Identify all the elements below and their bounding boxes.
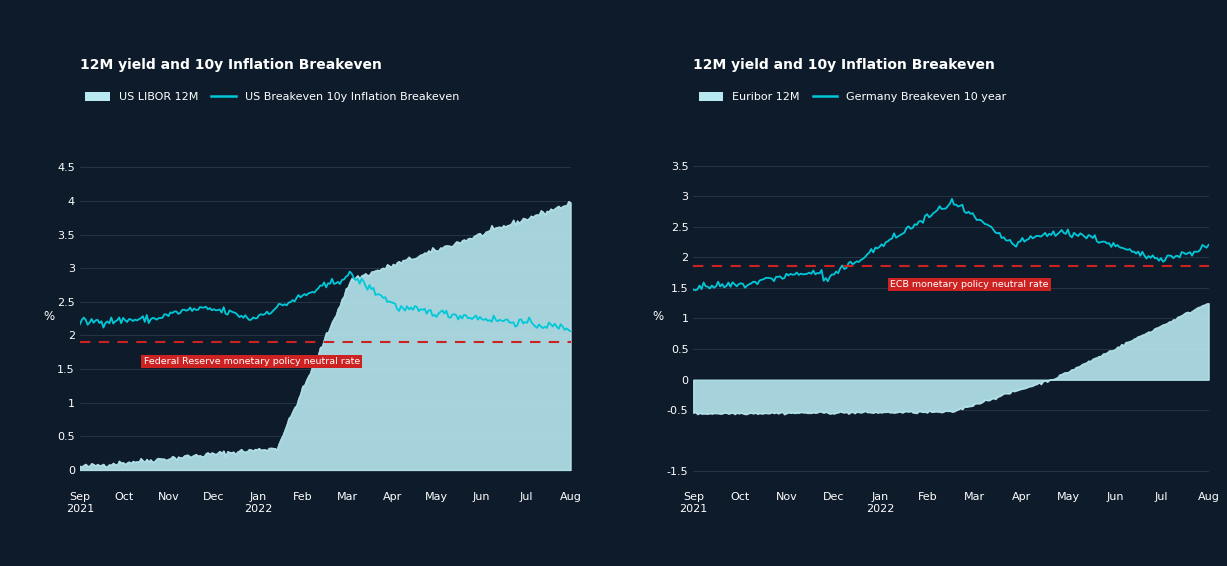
Y-axis label: %: % (653, 311, 664, 323)
Legend: Euribor 12M, Germany Breakeven 10 year: Euribor 12M, Germany Breakeven 10 year (699, 92, 1006, 102)
Text: 12M yield and 10y Inflation Breakeven: 12M yield and 10y Inflation Breakeven (693, 58, 995, 72)
Y-axis label: %: % (43, 311, 54, 323)
Text: ECB monetary policy neutral rate: ECB monetary policy neutral rate (890, 280, 1048, 289)
Text: 12M yield and 10y Inflation Breakeven: 12M yield and 10y Inflation Breakeven (80, 58, 382, 72)
Text: Federal Reserve monetary policy neutral rate: Federal Reserve monetary policy neutral … (144, 357, 360, 366)
Legend: US LIBOR 12M, US Breakeven 10y Inflation Breakeven: US LIBOR 12M, US Breakeven 10y Inflation… (86, 92, 459, 102)
